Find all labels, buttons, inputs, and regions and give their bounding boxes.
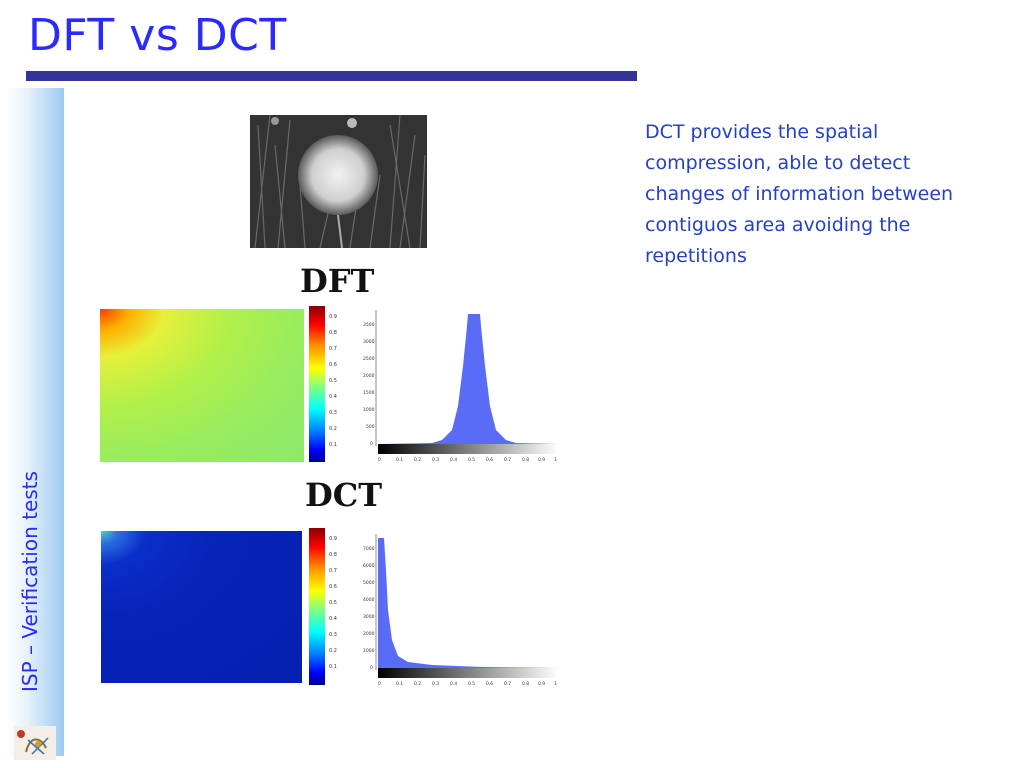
x-tick: 0 bbox=[378, 457, 381, 463]
dct-figure-title: DCT bbox=[305, 476, 383, 514]
x-tick: 0.2 bbox=[414, 457, 421, 463]
y-tick: 7000 bbox=[363, 546, 375, 552]
y-tick: 3500 bbox=[363, 322, 375, 328]
y-tick: 500 bbox=[366, 424, 375, 430]
x-tick: 0.7 bbox=[504, 457, 511, 463]
tick: 0.7 bbox=[329, 346, 337, 352]
y-tick: 3000 bbox=[363, 339, 375, 345]
tick: 0.5 bbox=[329, 600, 337, 606]
tick: 0.9 bbox=[329, 536, 337, 542]
tick: 0.8 bbox=[329, 330, 337, 336]
title-underline bbox=[26, 71, 637, 81]
dft-heatmap bbox=[100, 309, 304, 462]
y-tick: 1500 bbox=[363, 390, 375, 396]
x-tick: 0.2 bbox=[414, 681, 421, 687]
dandelion-photo bbox=[250, 115, 427, 248]
x-tick: 0.1 bbox=[396, 457, 403, 463]
y-tick: 3000 bbox=[363, 614, 375, 620]
x-tick: 0.3 bbox=[432, 681, 439, 687]
dft-colorbar-ticks: 0.9 0.8 0.7 0.6 0.5 0.4 0.3 0.2 0.1 bbox=[329, 314, 337, 458]
x-tick: 0.8 bbox=[522, 681, 529, 687]
logo-icon bbox=[14, 726, 56, 760]
tick: 0.1 bbox=[329, 664, 337, 670]
dct-histogram: 7000 6000 5000 4000 3000 2000 1000 0 0 0… bbox=[363, 534, 558, 687]
x-tick: 0.3 bbox=[432, 457, 439, 463]
description-text: DCT provides the spatial compression, ab… bbox=[645, 121, 954, 267]
tick: 0.2 bbox=[329, 426, 337, 432]
tick: 0.8 bbox=[329, 552, 337, 558]
x-tick: 0.6 bbox=[486, 457, 493, 463]
y-tick: 1000 bbox=[363, 648, 375, 654]
y-tick: 2000 bbox=[363, 631, 375, 637]
tick: 0.5 bbox=[329, 378, 337, 384]
tick: 0.4 bbox=[329, 394, 337, 400]
x-tick: 1 bbox=[554, 681, 557, 687]
y-tick: 2000 bbox=[363, 373, 375, 379]
x-tick: 0.5 bbox=[468, 681, 475, 687]
sidebar-band bbox=[6, 88, 64, 756]
dft-histogram: 3500 3000 2500 2000 1500 1000 500 0 0 0.… bbox=[363, 310, 558, 463]
y-tick: 6000 bbox=[363, 563, 375, 569]
y-tick: 2500 bbox=[363, 356, 375, 362]
dft-colorbar bbox=[309, 306, 325, 462]
tick: 0.2 bbox=[329, 648, 337, 654]
y-tick: 1000 bbox=[363, 407, 375, 413]
dct-heatmap bbox=[101, 531, 302, 683]
x-tick: 0 bbox=[378, 681, 381, 687]
y-tick: 4000 bbox=[363, 597, 375, 603]
slide-title: DFT vs DCT bbox=[28, 10, 287, 61]
x-tick: 0.6 bbox=[486, 681, 493, 687]
x-tick: 0.9 bbox=[538, 457, 545, 463]
x-tick: 0.9 bbox=[538, 681, 545, 687]
tick: 0.4 bbox=[329, 616, 337, 622]
x-tick: 0.7 bbox=[504, 681, 511, 687]
y-tick: 5000 bbox=[363, 580, 375, 586]
tick: 0.6 bbox=[329, 584, 337, 590]
tick: 0.3 bbox=[329, 632, 337, 638]
x-tick: 0.1 bbox=[396, 681, 403, 687]
x-tick: 0.8 bbox=[522, 457, 529, 463]
dft-figure-title: DFT bbox=[300, 262, 375, 300]
y-tick: 0 bbox=[370, 665, 373, 671]
y-tick: 0 bbox=[370, 441, 373, 447]
x-tick: 0.4 bbox=[450, 457, 457, 463]
tick: 0.3 bbox=[329, 410, 337, 416]
x-tick: 1 bbox=[554, 457, 557, 463]
tick: 0.1 bbox=[329, 442, 337, 448]
tick: 0.7 bbox=[329, 568, 337, 574]
tick: 0.9 bbox=[329, 314, 337, 320]
dct-colorbar-ticks: 0.9 0.8 0.7 0.6 0.5 0.4 0.3 0.2 0.1 bbox=[329, 536, 337, 680]
sidebar-label: ISP – Verification tests bbox=[18, 471, 42, 692]
x-tick: 0.5 bbox=[468, 457, 475, 463]
dct-colorbar bbox=[309, 528, 325, 685]
tick: 0.6 bbox=[329, 362, 337, 368]
x-tick: 0.4 bbox=[450, 681, 457, 687]
